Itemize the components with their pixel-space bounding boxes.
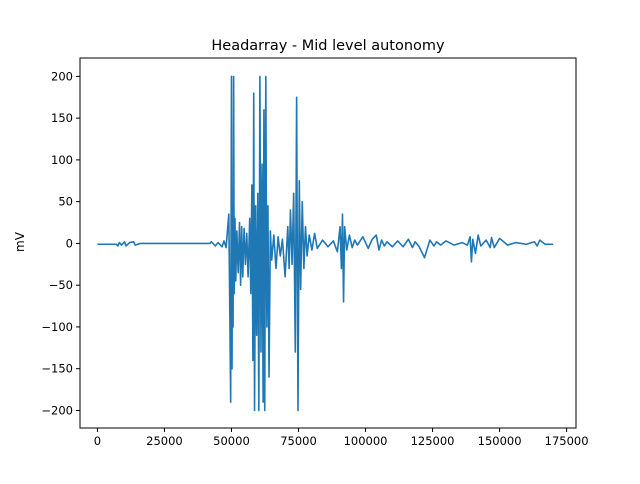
axis-ticks: 0 25000 50000 75000 100000 125000 150000 175000…: [41, 69, 588, 448]
series-layer: [97, 75, 554, 412]
series-line-0: [97, 75, 554, 412]
y-tick-label: 150: [51, 111, 73, 125]
x-tick-label: 25000: [146, 434, 183, 448]
y-tick-label: 50: [58, 195, 73, 209]
x-tick-label: 175000: [545, 434, 589, 448]
y-tick-label: −100: [41, 320, 73, 334]
y-tick-label: 100: [51, 153, 73, 167]
x-tick-label: 150000: [478, 434, 522, 448]
x-tick-label: 125000: [411, 434, 455, 448]
y-tick-label: 200: [51, 69, 73, 83]
x-tick-label: 100000: [344, 434, 388, 448]
y-axis-label: mV: [13, 231, 27, 252]
chart-title: Headarray - Mid level autonomy: [211, 38, 445, 54]
y-tick-label: −150: [41, 362, 73, 376]
y-tick-label: −50: [49, 278, 73, 292]
x-tick-label: 75000: [280, 434, 317, 448]
y-tick-label: 0: [66, 236, 73, 250]
y-tick-label: −200: [41, 403, 73, 417]
x-tick-label: 0: [94, 434, 101, 448]
x-tick-label: 50000: [213, 434, 250, 448]
plot-frame: [79, 57, 577, 429]
